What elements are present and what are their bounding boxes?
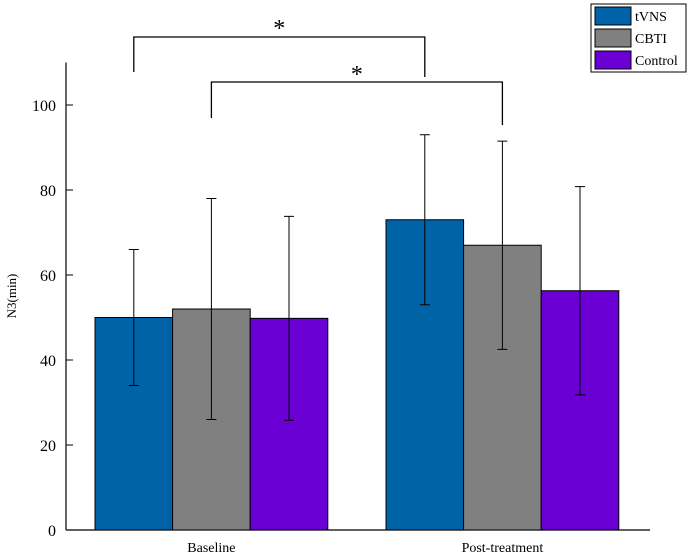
y-tick-label: 40	[40, 353, 56, 370]
y-tick-label: 100	[32, 98, 56, 115]
legend-swatch-tvns	[594, 6, 632, 26]
y-tick-label: 0	[48, 523, 56, 540]
legend-label-control: Control	[635, 54, 678, 69]
significance-group: **	[133, 16, 504, 125]
significance-bracket	[133, 36, 426, 77]
legend-swatch-cbti	[594, 28, 632, 48]
error-bars-group	[128, 134, 585, 421]
significance-bracket	[210, 81, 504, 125]
significance-star: *	[273, 16, 285, 42]
axes-group: 0 20 40 60 80 100 Baseline Post-treatment	[32, 62, 650, 556]
y-tick-label: 60	[40, 268, 56, 285]
legend-label-tvns: tVNS	[635, 10, 667, 25]
legend-label-cbti: CBTI	[635, 32, 667, 47]
y-tick-label: 80	[40, 183, 56, 200]
y-axis-title: N3(min)	[4, 274, 19, 319]
bars-group	[94, 219, 620, 531]
significance-star: *	[351, 62, 363, 88]
x-category-label: Baseline	[187, 541, 235, 556]
x-category-label: Post-treatment	[462, 541, 544, 556]
legend-swatch-control	[594, 50, 632, 70]
legend: tVNS CBTI Control	[590, 3, 687, 73]
y-tick-label: 20	[40, 438, 56, 455]
